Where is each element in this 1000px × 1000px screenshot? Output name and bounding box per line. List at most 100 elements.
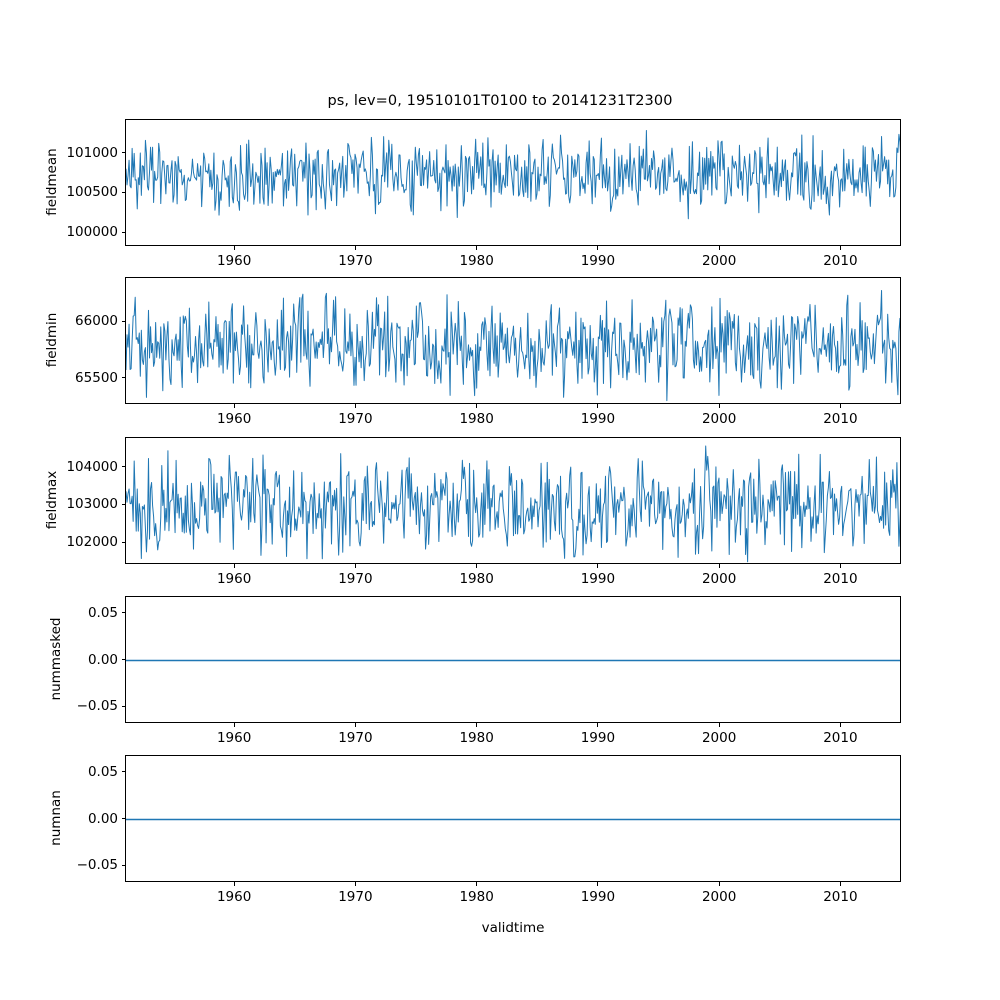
ytick-label-fieldmax-0: 102000 <box>66 534 118 551</box>
xtick-mark <box>597 564 599 568</box>
xtick-label-2010: 2010 <box>823 730 858 746</box>
xtick-mark <box>839 882 841 886</box>
xtick-label-1980: 1980 <box>459 889 494 905</box>
xtick-mark <box>839 564 841 568</box>
xtick-label-2010: 2010 <box>823 889 858 905</box>
xtick-label-1960: 1960 <box>216 253 252 269</box>
axes-frame-fieldmean <box>125 119 901 246</box>
xtick-label-1980: 1980 <box>459 411 494 427</box>
xtick-mark <box>233 404 235 408</box>
ytick-label-numnan-0: −0.05 <box>76 857 118 874</box>
ylabel-numnan: numnan <box>48 789 64 846</box>
xtick-mark <box>354 564 356 568</box>
xtick-mark <box>354 723 356 727</box>
ytick-label-nummasked-1: 0.00 <box>87 651 118 668</box>
xtick-mark <box>718 882 720 886</box>
axes-frame-fieldmin <box>125 277 901 404</box>
xtick-mark <box>476 564 478 568</box>
xtick-label-1990: 1990 <box>580 411 616 427</box>
xtick-label-1960: 1960 <box>216 571 252 587</box>
xtick-mark <box>233 723 235 727</box>
ytick-mark <box>121 191 125 194</box>
xtick-label-1980: 1980 <box>459 730 494 746</box>
axes-frame-numnan <box>125 755 901 882</box>
axes-frame-fieldmax <box>125 437 901 564</box>
xtick-label-1970: 1970 <box>338 730 373 746</box>
ylabel-nummasked: nummasked <box>48 617 64 700</box>
ytick-mark <box>121 320 125 322</box>
plot-panel-numnan <box>125 755 901 882</box>
ytick-mark <box>121 612 125 614</box>
xtick-label-1960: 1960 <box>216 411 252 427</box>
xtick-mark <box>233 564 235 568</box>
ytick-mark <box>121 377 125 379</box>
ytick-mark <box>121 466 125 468</box>
xlabel-validtime: validtime <box>481 920 545 936</box>
ytick-mark <box>121 152 125 154</box>
ytick-label-fieldmean-1: 100500 <box>66 184 118 201</box>
xtick-label-1960: 1960 <box>216 889 252 905</box>
xtick-label-2010: 2010 <box>823 571 858 587</box>
ytick-label-numnan-2: 0.05 <box>87 763 118 780</box>
plot-panel-nummasked <box>125 596 901 723</box>
ytick-mark <box>121 864 125 866</box>
xtick-mark <box>597 723 599 727</box>
xtick-label-2000: 2000 <box>701 730 737 746</box>
xtick-mark <box>597 404 599 408</box>
ytick-mark <box>121 771 125 773</box>
ytick-mark <box>121 503 125 506</box>
xtick-mark <box>476 404 478 408</box>
series-fieldmax <box>126 445 900 563</box>
xtick-mark <box>354 882 356 886</box>
xtick-mark <box>233 882 235 886</box>
ytick-mark <box>121 705 125 707</box>
xtick-label-1990: 1990 <box>580 253 616 269</box>
ytick-mark <box>121 659 125 661</box>
xtick-label-1970: 1970 <box>338 411 373 427</box>
xtick-mark <box>839 723 841 727</box>
xtick-mark <box>476 246 478 250</box>
ytick-label-fieldmin-1: 66000 <box>75 313 118 330</box>
xtick-label-1980: 1980 <box>459 253 494 269</box>
ytick-label-nummasked-2: 0.05 <box>87 604 118 621</box>
xtick-mark <box>354 404 356 408</box>
xtick-label-2010: 2010 <box>823 253 858 269</box>
xtick-label-1990: 1990 <box>580 571 616 587</box>
xtick-mark <box>597 882 599 886</box>
plot-panel-fieldmax <box>125 437 901 564</box>
series-nummasked <box>126 659 900 662</box>
xtick-mark <box>718 404 720 408</box>
ylabel-fieldmean: fieldmean <box>44 147 60 216</box>
xtick-mark <box>597 246 599 250</box>
xtick-label-1970: 1970 <box>338 253 373 269</box>
xtick-mark <box>839 246 841 250</box>
xtick-label-2000: 2000 <box>701 253 737 269</box>
ytick-mark <box>121 541 125 543</box>
series-fieldmean <box>126 130 900 220</box>
ytick-label-fieldmax-2: 104000 <box>66 458 118 475</box>
xtick-label-1970: 1970 <box>338 889 373 905</box>
ytick-mark <box>121 231 125 233</box>
xtick-label-1980: 1980 <box>459 571 494 587</box>
xtick-mark <box>476 723 478 727</box>
figure-title: ps, lev=0, 19510101T0100 to 20141231T230… <box>327 93 673 109</box>
xtick-mark <box>354 246 356 250</box>
xtick-mark <box>839 404 841 408</box>
xtick-label-1990: 1990 <box>580 889 616 905</box>
xtick-label-1990: 1990 <box>580 730 616 746</box>
xtick-label-2000: 2000 <box>701 571 737 587</box>
ytick-label-fieldmean-2: 101000 <box>66 144 118 161</box>
xtick-label-1960: 1960 <box>216 730 252 746</box>
xtick-mark <box>718 246 720 250</box>
plot-panel-fieldmean <box>125 119 901 246</box>
xtick-mark <box>718 723 720 727</box>
ytick-label-fieldmax-1: 103000 <box>66 496 118 513</box>
xtick-label-2000: 2000 <box>701 411 737 427</box>
ytick-label-nummasked-0: −0.05 <box>76 698 118 715</box>
ylabel-fieldmax: fieldmax <box>44 470 60 529</box>
xtick-label-2000: 2000 <box>701 889 737 905</box>
series-fieldmin <box>126 289 900 402</box>
ytick-label-fieldmean-0: 100000 <box>66 224 118 241</box>
ytick-label-fieldmin-0: 65500 <box>75 369 118 386</box>
